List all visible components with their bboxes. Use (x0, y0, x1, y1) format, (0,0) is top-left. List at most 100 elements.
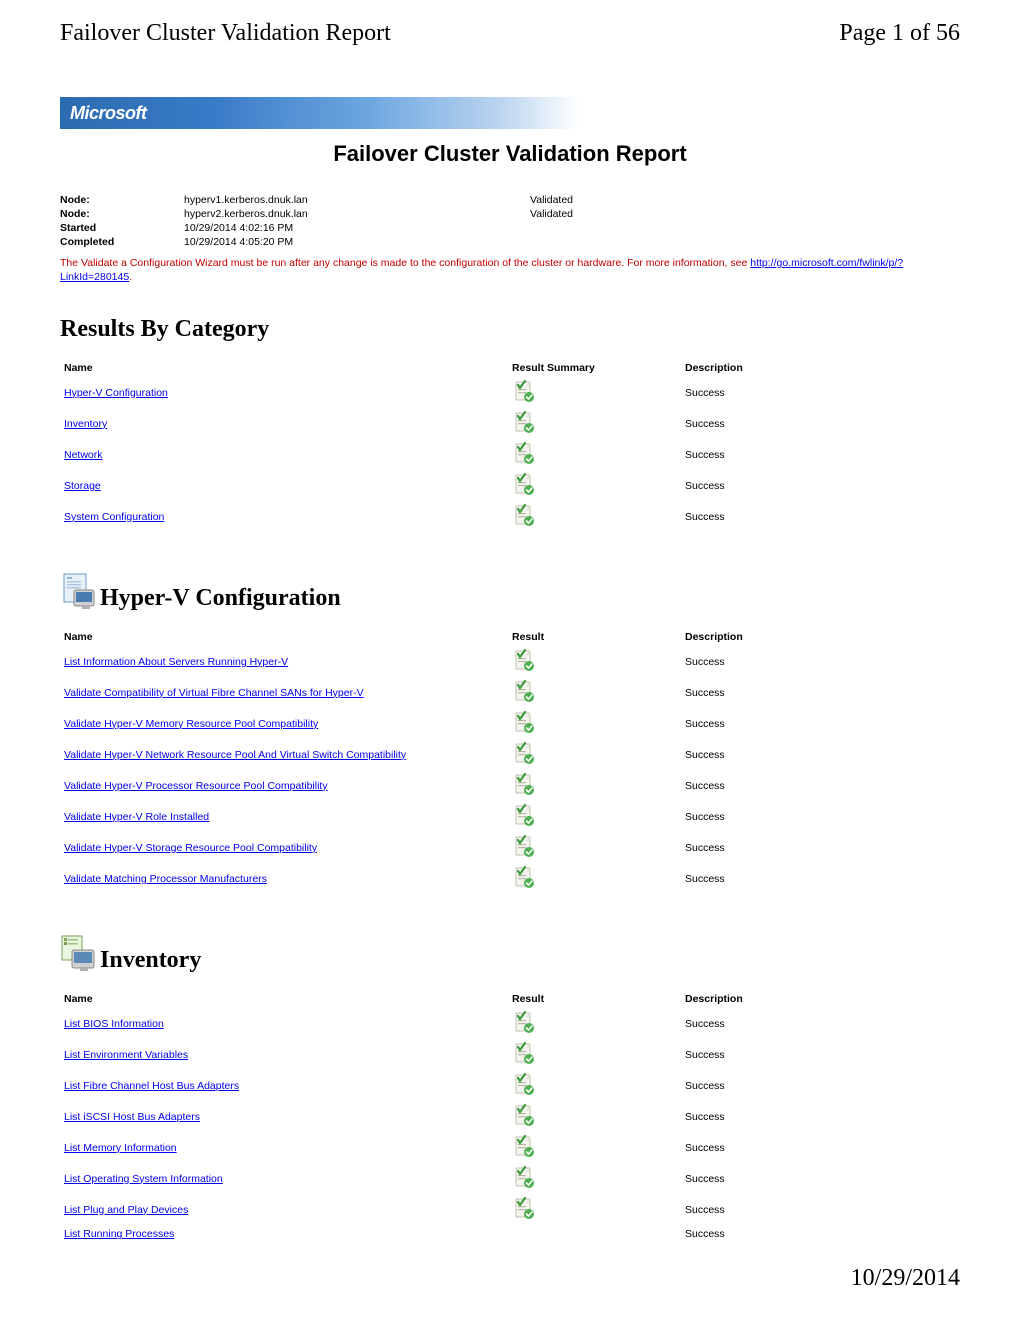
table-row: Validate Matching Processor Manufacturer… (60, 863, 960, 894)
success-check-icon (512, 504, 534, 526)
success-check-icon (512, 1104, 534, 1126)
table-row: Hyper-V ConfigurationSuccess (60, 377, 960, 408)
test-link[interactable]: List BIOS Information (64, 1018, 164, 1030)
test-link[interactable]: Storage (64, 480, 101, 492)
success-check-icon (512, 442, 534, 464)
table-row: List Information About Servers Running H… (60, 646, 960, 677)
info-value: 10/29/2014 4:02:16 PM (184, 221, 530, 235)
test-desc: Success (681, 470, 960, 501)
success-check-icon (512, 711, 534, 733)
header-left: Failover Cluster Validation Report (60, 20, 391, 47)
inventory-section-icon (60, 934, 100, 974)
warning-after: . (129, 271, 132, 283)
test-desc: Success (681, 1132, 960, 1163)
test-desc: Success (681, 1008, 960, 1039)
section-hyperv-header: Hyper-V Configuration (60, 572, 960, 612)
table-row: Network Success (60, 439, 960, 470)
th-result: Result (508, 990, 681, 1008)
success-check-icon (512, 411, 534, 433)
th-description: Description (681, 628, 960, 646)
hyperv-table: Name Result Description List Information… (60, 628, 960, 894)
success-check-icon (512, 1042, 534, 1064)
inventory-table: Name Result Description List BIOS Inform… (60, 990, 960, 1243)
test-desc: Success (681, 1194, 960, 1225)
info-label: Node: (60, 207, 184, 221)
success-check-icon (512, 866, 534, 888)
test-link[interactable]: Validate Hyper-V Role Installed (64, 811, 209, 823)
table-row: Validate Hyper-V Storage Resource Pool C… (60, 832, 960, 863)
test-desc: Success (681, 408, 960, 439)
header-right: Page 1 of 56 (839, 20, 960, 47)
test-desc: Success (681, 501, 960, 532)
section-results-title: Results By Category (60, 316, 960, 343)
info-status: Validated (530, 193, 730, 207)
test-link[interactable]: Validate Hyper-V Network Resource Pool A… (64, 749, 406, 761)
info-value: hyperv2.kerberos.dnuk.lan (184, 207, 530, 221)
test-link[interactable]: Validate Hyper-V Storage Resource Pool C… (64, 842, 317, 854)
section-inventory-title: Inventory (100, 947, 201, 974)
test-link[interactable]: List Fibre Channel Host Bus Adapters (64, 1080, 239, 1092)
test-desc: Success (681, 832, 960, 863)
test-desc: Success (681, 1039, 960, 1070)
test-desc: Success (681, 1225, 960, 1243)
info-label: Started (60, 221, 184, 235)
test-link[interactable]: Validate Compatibility of Virtual Fibre … (64, 687, 364, 699)
test-link[interactable]: Validate Hyper-V Processor Resource Pool… (64, 780, 328, 792)
success-check-icon (512, 804, 534, 826)
success-check-icon (512, 1073, 534, 1095)
test-link[interactable]: List Information About Servers Running H… (64, 656, 288, 668)
th-description: Description (681, 990, 960, 1008)
th-name: Name (60, 990, 508, 1008)
test-desc: Success (681, 439, 960, 470)
test-link[interactable]: List Environment Variables (64, 1049, 188, 1061)
info-table: Node: hyperv1.kerberos.dnuk.lan Validate… (60, 193, 730, 249)
test-link[interactable]: Inventory (64, 418, 107, 430)
test-desc: Success (681, 770, 960, 801)
th-name: Name (60, 628, 508, 646)
section-inventory-header: Inventory (60, 934, 960, 974)
table-row: List Memory Information Success (60, 1132, 960, 1163)
success-check-icon (512, 649, 534, 671)
test-link[interactable]: List Plug and Play Devices (64, 1204, 188, 1216)
results-table: Name Result Summary Description Hyper-V … (60, 359, 960, 532)
table-row: List Fibre Channel Host Bus AdaptersSucc… (60, 1070, 960, 1101)
info-label: Completed (60, 235, 184, 249)
info-value: hyperv1.kerberos.dnuk.lan (184, 193, 530, 207)
test-desc: Success (681, 739, 960, 770)
success-check-icon (512, 835, 534, 857)
test-link[interactable]: Network (64, 449, 103, 461)
test-link[interactable]: Validate Hyper-V Memory Resource Pool Co… (64, 718, 318, 730)
test-link[interactable]: System Configuration (64, 511, 164, 523)
test-desc: Success (681, 801, 960, 832)
success-check-icon (512, 473, 534, 495)
info-status: Validated (530, 207, 730, 221)
hyperv-section-icon (60, 572, 100, 612)
info-label: Node: (60, 193, 184, 207)
table-row: Inventory Success (60, 408, 960, 439)
test-link[interactable]: Validate Matching Processor Manufacturer… (64, 873, 267, 885)
test-link[interactable]: List Memory Information (64, 1142, 177, 1154)
table-row: Validate Hyper-V Memory Resource Pool Co… (60, 708, 960, 739)
success-check-icon (512, 773, 534, 795)
success-check-icon (512, 1135, 534, 1157)
microsoft-logo: Microsoft (70, 103, 147, 124)
test-desc: Success (681, 708, 960, 739)
info-row-completed: Completed 10/29/2014 4:05:20 PM (60, 235, 730, 249)
table-row: List Operating System InformationSuccess (60, 1163, 960, 1194)
test-link[interactable]: Hyper-V Configuration (64, 387, 168, 399)
info-value: 10/29/2014 4:05:20 PM (184, 235, 530, 249)
table-row: Validate Hyper-V Role Installed Success (60, 801, 960, 832)
test-desc: Success (681, 677, 960, 708)
test-link[interactable]: List Operating System Information (64, 1173, 223, 1185)
footer-date: 10/29/2014 (851, 1265, 960, 1292)
table-row: Validate Hyper-V Processor Resource Pool… (60, 770, 960, 801)
warning-text: The Validate a Configuration Wizard must… (60, 257, 960, 284)
test-link[interactable]: List iSCSI Host Bus Adapters (64, 1111, 200, 1123)
test-desc: Success (681, 863, 960, 894)
table-row: List iSCSI Host Bus AdaptersSuccess (60, 1101, 960, 1132)
th-name: Name (60, 359, 508, 377)
th-description: Description (681, 359, 960, 377)
test-desc: Success (681, 646, 960, 677)
test-link[interactable]: List Running Processes (64, 1228, 174, 1240)
table-row: System Configuration Success (60, 501, 960, 532)
